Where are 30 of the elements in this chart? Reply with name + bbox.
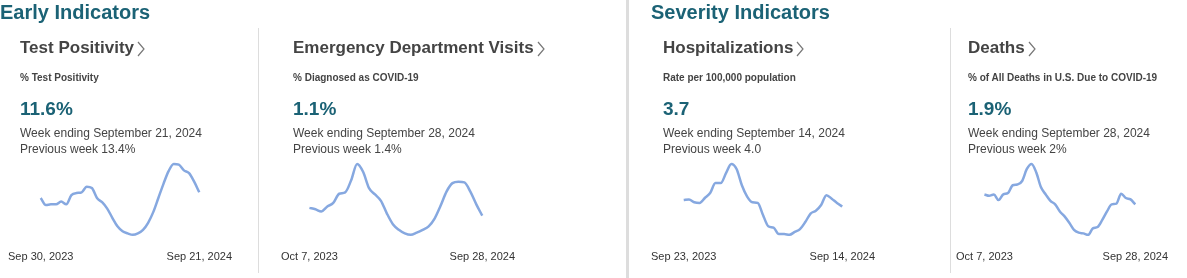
text: Week ending September 28, 2024 <box>968 126 1150 140</box>
chart-subtitle: % Diagnosed as COVID-19 <box>293 72 420 84</box>
chart-title: Test Positivity <box>20 38 134 57</box>
x-tick-label: Sep 23, 2023 <box>651 250 717 263</box>
text: Week ending September 28, 2024 <box>293 126 475 140</box>
x-tick-label: Sep 21, 2024 <box>166 250 232 263</box>
text: Severity Indicators <box>651 1 830 24</box>
x-tick-label: Sep 28, 2024 <box>449 250 515 263</box>
chart-subtitle: Rate per 100,000 population <box>663 72 797 84</box>
text: 11.6% <box>20 98 73 120</box>
text: Week ending September 14, 2024 <box>663 126 845 140</box>
text: Previous week 1.4% <box>293 142 402 156</box>
chart-title: Deaths <box>968 38 1025 57</box>
text: Previous week 13.4% <box>20 142 136 156</box>
text: Previous week 2% <box>968 142 1067 156</box>
x-tick-label: Sep 14, 2024 <box>809 250 875 263</box>
chart-subtitle: % Test Positivity <box>20 72 100 84</box>
chart-title: Emergency Department Visits <box>293 38 534 57</box>
chart-subtitle: % of All Deaths in U.S. Due to COVID-19 <box>968 72 1159 84</box>
text: 1.1% <box>293 98 337 120</box>
x-tick-label: Oct 7, 2023 <box>281 250 338 263</box>
text: Week ending September 21, 2024 <box>20 126 202 140</box>
text: Early Indicators <box>0 1 151 24</box>
chart-title: Hospitalizations <box>663 38 794 57</box>
text: 1.9% <box>968 98 1012 120</box>
x-tick-label: Sep 30, 2023 <box>8 250 74 263</box>
text: 3.7 <box>663 98 690 120</box>
x-tick-label: Oct 7, 2023 <box>956 250 1013 263</box>
text: Previous week 4.0 <box>663 142 762 156</box>
x-tick-label: Sep 28, 2024 <box>1102 250 1168 263</box>
